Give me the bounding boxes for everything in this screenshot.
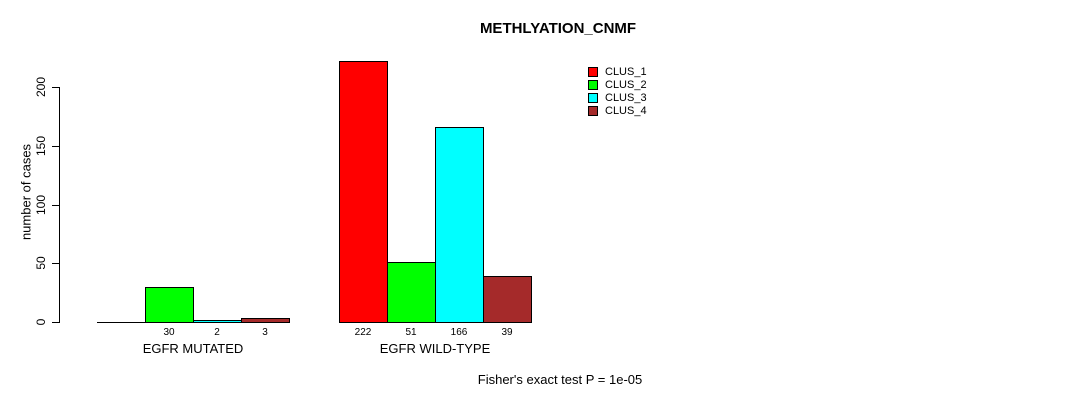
bar-value-label: 39 <box>501 327 513 338</box>
y-axis-tick <box>52 87 59 88</box>
legend-label: CLUS_4 <box>605 105 647 117</box>
bar <box>435 127 484 323</box>
y-axis-tick <box>52 146 59 147</box>
bar <box>339 61 388 323</box>
legend-label: CLUS_1 <box>605 66 647 78</box>
y-axis-tick-label: 200 <box>34 76 48 98</box>
y-axis-tick <box>52 205 59 206</box>
chart-title: METHLYATION_CNMF <box>479 20 637 37</box>
bar-value-label: 51 <box>405 327 417 338</box>
bar <box>193 320 242 323</box>
bar-value-label: 166 <box>450 327 468 338</box>
y-axis-line <box>59 87 60 323</box>
y-axis-tick-label: 50 <box>34 256 48 270</box>
legend-label: CLUS_2 <box>605 79 647 91</box>
bar-value-label: 30 <box>163 327 175 338</box>
legend-swatch-icon <box>588 80 598 90</box>
bar-value-label: 3 <box>262 327 268 338</box>
y-axis-tick <box>52 322 59 323</box>
y-axis-tick-label: 150 <box>34 135 48 157</box>
legend-label: CLUS_3 <box>605 92 647 104</box>
legend-swatch-icon <box>588 106 598 116</box>
legend-swatch-icon <box>588 93 598 103</box>
bar <box>241 318 290 323</box>
y-axis-tick-label: 0 <box>34 318 48 326</box>
bar-value-label: 2 <box>214 327 220 338</box>
bar <box>483 276 532 323</box>
bar <box>145 287 194 323</box>
category-label: EGFR MUTATED <box>142 341 244 356</box>
bar-zero-height <box>97 322 146 323</box>
category-label: EGFR WILD-TYPE <box>379 341 491 356</box>
y-axis-tick-label: 100 <box>34 194 48 216</box>
footnote: Fisher's exact test P = 1e-05 <box>477 372 643 387</box>
y-axis-tick <box>52 263 59 264</box>
bar-value-label: 222 <box>354 327 372 338</box>
bar <box>387 262 436 323</box>
legend-swatch-icon <box>588 67 598 77</box>
